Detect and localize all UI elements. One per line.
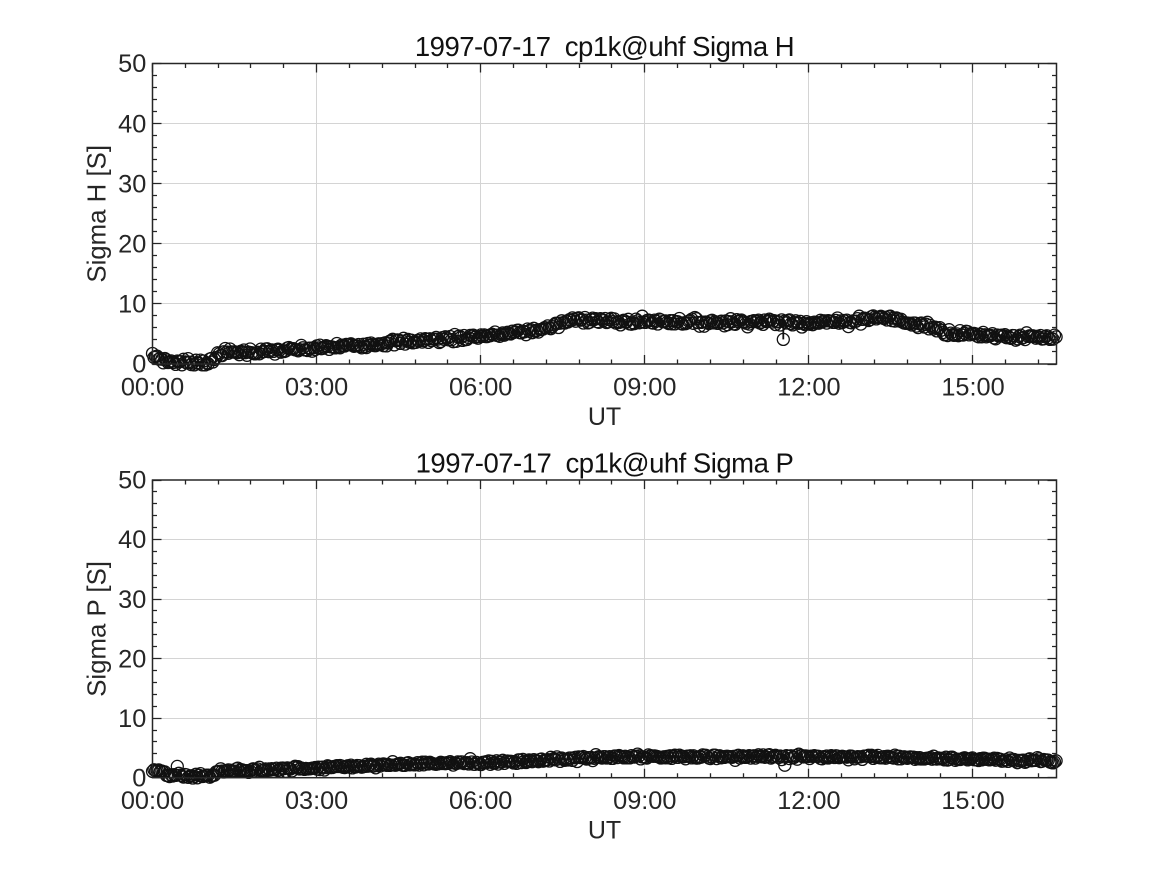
svg-text:09:00: 09:00 (613, 787, 676, 815)
svg-text:20: 20 (118, 645, 146, 673)
svg-text:UT: UT (588, 403, 621, 431)
svg-text:03:00: 03:00 (285, 787, 348, 815)
svg-text:03:00: 03:00 (285, 374, 348, 402)
svg-text:10: 10 (118, 291, 146, 319)
svg-text:15:00: 15:00 (941, 787, 1004, 815)
svg-text:12:00: 12:00 (777, 787, 840, 815)
svg-text:06:00: 06:00 (449, 787, 512, 815)
svg-text:40: 40 (118, 526, 146, 554)
svg-text:1997-07-17 cp1k@uhf Sigma H: 1997-07-17 cp1k@uhf Sigma H (415, 31, 794, 62)
svg-text:00:00: 00:00 (121, 374, 184, 402)
svg-text:50: 50 (118, 50, 146, 78)
svg-text:Sigma H [S]: Sigma H [S] (84, 145, 112, 283)
svg-text:40: 40 (118, 110, 146, 138)
svg-text:0: 0 (132, 351, 146, 379)
svg-text:0: 0 (132, 764, 146, 792)
svg-text:06:00: 06:00 (449, 374, 512, 402)
svg-text:09:00: 09:00 (613, 374, 676, 402)
svg-text:30: 30 (118, 586, 146, 614)
svg-text:Sigma P [S]: Sigma P [S] (84, 561, 112, 697)
svg-text:UT: UT (588, 817, 621, 845)
svg-text:00:00: 00:00 (121, 787, 184, 815)
svg-text:15:00: 15:00 (941, 374, 1004, 402)
svg-text:12:00: 12:00 (777, 374, 840, 402)
svg-text:30: 30 (118, 170, 146, 198)
svg-text:50: 50 (118, 467, 146, 495)
svg-text:10: 10 (118, 705, 146, 733)
svg-text:20: 20 (118, 231, 146, 259)
svg-text:1997-07-17 cp1k@uhf Sigma P: 1997-07-17 cp1k@uhf Sigma P (416, 448, 794, 479)
